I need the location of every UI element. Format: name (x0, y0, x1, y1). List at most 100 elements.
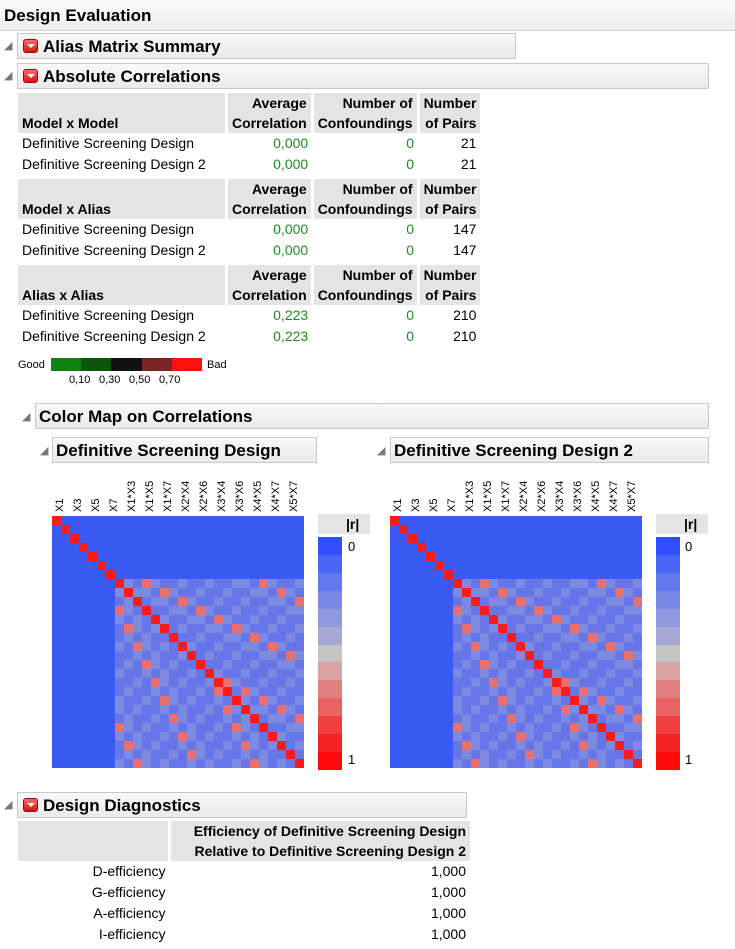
correlation-legend: Good Bad 0,10 0,30 0,50 0,70 (18, 356, 248, 386)
collapse-triangle-icon[interactable]: ◢ (4, 70, 13, 82)
diagnostics-col-header: Efficiency of Definitive Screening Desig… (169, 821, 470, 861)
heatmap-cell (268, 597, 277, 606)
heatmap-cell (588, 579, 597, 588)
heatmap-cell (268, 732, 277, 741)
heatmap-cell (606, 597, 615, 606)
alias-summary-header[interactable]: Alias Matrix Summary (17, 33, 516, 59)
heatmap-cell (52, 723, 61, 732)
heatmap-cell (286, 525, 295, 534)
heatmap-cell (178, 732, 187, 741)
heatmap-cell (214, 534, 223, 543)
heatmap-cell (286, 714, 295, 723)
heatmap-cell (534, 678, 543, 687)
heatmap-cell (552, 750, 561, 759)
collapse-triangle-icon[interactable]: ◢ (377, 445, 386, 457)
heatmap-cell (214, 615, 223, 624)
heatmap-cell (498, 723, 507, 732)
heatmap-cell (426, 615, 435, 624)
heatmap-cell (462, 579, 471, 588)
red-menu-icon[interactable] (23, 69, 38, 83)
heatmap-cell (606, 543, 615, 552)
heatmap-cell (232, 570, 241, 579)
color-map-1-header[interactable]: Definitive Screening Design (52, 437, 317, 463)
heatmap-cell (196, 687, 205, 696)
collapse-triangle-icon[interactable]: ◢ (22, 411, 31, 423)
heatmap-cell (444, 732, 453, 741)
heatmap-cell (79, 597, 88, 606)
heatmap-cell (151, 660, 160, 669)
heatmap-cell (462, 516, 471, 525)
heatmap-cell (525, 759, 534, 768)
heatmap-cell (507, 642, 516, 651)
heatmap-cell (214, 732, 223, 741)
heatmap-cell (480, 543, 489, 552)
heatmap-cell (516, 516, 525, 525)
red-menu-icon[interactable] (23, 39, 38, 53)
heatmap-cell (597, 624, 606, 633)
heatmap-cell (70, 642, 79, 651)
heatmap-cell (142, 669, 151, 678)
heatmap-cell (624, 696, 633, 705)
heatmap-cell (295, 678, 304, 687)
heatmap-axis-label: X3*X4 (216, 480, 228, 512)
heatmap-cell (52, 606, 61, 615)
heatmap-cell (106, 516, 115, 525)
heatmap-cell (561, 732, 570, 741)
heatmap-cell (561, 579, 570, 588)
heatmap-cell (525, 543, 534, 552)
abs-corr-header[interactable]: Absolute Correlations (17, 63, 709, 89)
heatmap-cell (106, 624, 115, 633)
heatmap-cell (624, 534, 633, 543)
heatmap-cell (178, 579, 187, 588)
heatmap-cell (426, 732, 435, 741)
heatmap-cell (97, 588, 106, 597)
heatmap-cell (579, 561, 588, 570)
heatmap-cell (151, 750, 160, 759)
heatmap-cell (570, 687, 579, 696)
heatmap-cell (615, 723, 624, 732)
heatmap-cell (178, 678, 187, 687)
collapse-triangle-icon[interactable]: ◢ (4, 799, 13, 811)
heatmap-cell (151, 741, 160, 750)
heatmap-cell (241, 561, 250, 570)
heatmap-cell (453, 660, 462, 669)
heatmap-cell (597, 579, 606, 588)
heatmap-cell (606, 552, 615, 561)
heatmap-cell (534, 615, 543, 624)
heatmap-cell (259, 588, 268, 597)
heatmap-cell (187, 750, 196, 759)
color-map-header[interactable]: Color Map on Correlations (35, 403, 709, 429)
heatmap-axis-label: X4*X5 (252, 480, 264, 512)
heatmap-cell (295, 552, 304, 561)
heatmap-cell (205, 741, 214, 750)
collapse-triangle-icon[interactable]: ◢ (4, 40, 13, 52)
heatmap-cell (79, 615, 88, 624)
heatmap-cell (408, 678, 417, 687)
heatmap-cell (151, 687, 160, 696)
heatmap-cell (106, 705, 115, 714)
heatmap-cell (295, 579, 304, 588)
heatmap-cell (507, 588, 516, 597)
heatmap-cell (133, 669, 142, 678)
heatmap-cell (408, 642, 417, 651)
heatmap-cell (561, 678, 570, 687)
collapse-triangle-icon[interactable]: ◢ (40, 445, 49, 457)
red-menu-icon[interactable] (23, 798, 38, 812)
heatmap-cell (516, 633, 525, 642)
heatmap-cell (453, 534, 462, 543)
diagnostics-header[interactable]: Design Diagnostics (17, 792, 467, 818)
heatmap-cell (277, 570, 286, 579)
heatmap-cell (286, 561, 295, 570)
heatmap-cell (507, 543, 516, 552)
heatmap-cell (277, 741, 286, 750)
color-map-2-header[interactable]: Definitive Screening Design 2 (390, 437, 709, 463)
heatmap-cell (79, 534, 88, 543)
heatmap-cell (160, 633, 169, 642)
heatmap-cell (507, 678, 516, 687)
heatmap-cell (196, 579, 205, 588)
heatmap-cell (124, 534, 133, 543)
heatmap-cell (88, 750, 97, 759)
heatmap-cell (106, 525, 115, 534)
heatmap-cell (552, 624, 561, 633)
heatmap-cell (534, 660, 543, 669)
